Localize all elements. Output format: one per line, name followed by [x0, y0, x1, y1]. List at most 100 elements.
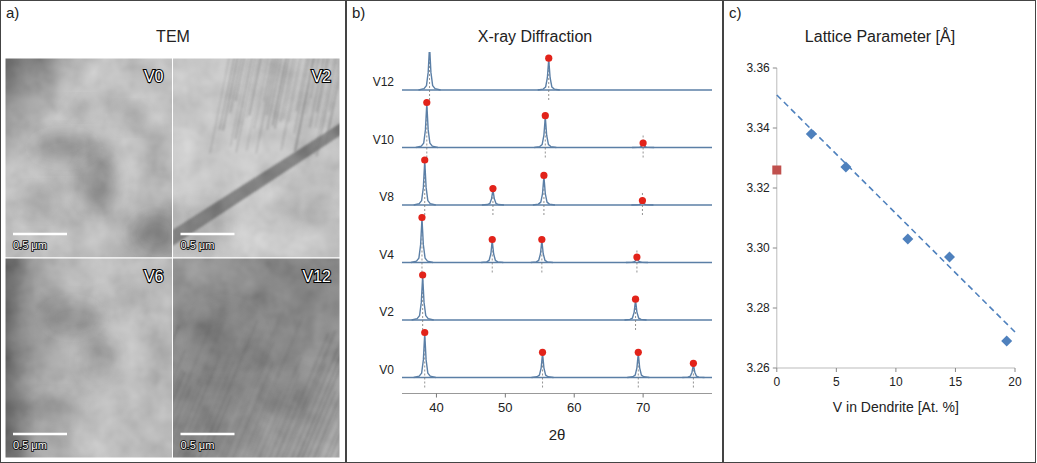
trace-baseline [402, 262, 712, 263]
x-tick [955, 368, 956, 372]
x-tick [574, 394, 575, 398]
y-tick-label: 3.36 [746, 61, 770, 75]
scale-bar-label: 0.5 μm [181, 239, 215, 251]
image-border [173, 258, 341, 458]
diffraction-peak [531, 241, 553, 263]
y-tick [773, 368, 777, 369]
peak-marker [635, 349, 642, 356]
y-tick [773, 248, 777, 249]
x-tick [505, 394, 506, 398]
peak-marker [545, 55, 552, 62]
trace-baseline [402, 204, 712, 205]
data-point [902, 234, 913, 245]
y-tick [773, 308, 777, 309]
panel-frame [347, 1, 723, 463]
plot-area [772, 95, 1015, 347]
diffraction-peak [414, 334, 436, 378]
image-noise [173, 58, 341, 258]
peak-marker [542, 112, 549, 119]
x-tick [776, 368, 777, 372]
scale-bar-label: 0.5 μm [13, 439, 47, 451]
image-label: V0 [144, 68, 164, 85]
y-tick-label: 3.30 [746, 241, 770, 255]
x-tick-label: 70 [636, 400, 650, 415]
y-tick-label: 3.28 [746, 301, 770, 315]
diffraction-peak [416, 104, 438, 148]
x-tick [1015, 368, 1016, 372]
panel-frame [1, 1, 346, 463]
peak-marker [489, 185, 496, 192]
image-border [173, 58, 341, 258]
panel-label: b) [352, 4, 365, 21]
x-tick-label: 10 [889, 375, 903, 389]
peak-marker [540, 172, 547, 179]
x-tick-label: 20 [1008, 375, 1022, 389]
diffraction-peak [625, 300, 647, 320]
data-point [1001, 336, 1012, 347]
peak-marker [639, 197, 646, 204]
x-tick-label: 0 [773, 375, 780, 389]
peak-marker [538, 236, 545, 243]
fit-line [777, 95, 1015, 332]
peak-marker [539, 349, 546, 356]
tem-image [5, 258, 173, 458]
image-noise [5, 58, 173, 258]
y-tick [773, 128, 777, 129]
panel-title: TEM [156, 28, 190, 45]
x-tick-label: 60 [567, 400, 581, 415]
panel-label: c) [729, 4, 742, 21]
panel-label: a) [6, 4, 19, 21]
diffraction-peak [532, 353, 554, 377]
y-tick-label: 3.32 [746, 181, 770, 195]
x-tick-label: 40 [429, 400, 443, 415]
peak-marker [423, 99, 430, 106]
x-axis-title: V in Dendrite [At. %] [833, 399, 959, 415]
trace-label: V8 [379, 190, 394, 204]
image-border [5, 258, 173, 458]
x-tick-label: 15 [949, 375, 963, 389]
trace-label: V2 [379, 305, 394, 319]
panel-frame [724, 1, 1036, 463]
tem-image [173, 58, 341, 258]
trace-label: V0 [379, 363, 394, 377]
diffraction-peak [414, 161, 436, 205]
chart-title: X-ray Diffraction [478, 28, 592, 45]
diffraction-peak [627, 353, 649, 377]
x-tick [836, 368, 837, 372]
trace-label: V10 [373, 133, 395, 147]
image-label: V6 [144, 268, 164, 285]
trace-label: V4 [379, 248, 394, 262]
peak-marker [418, 214, 425, 221]
tem-image [5, 58, 173, 258]
image-label: V12 [303, 268, 332, 285]
peak-marker [489, 236, 496, 243]
diffraction-peak [534, 117, 556, 148]
trace-baseline [402, 319, 712, 320]
y-tick-label: 3.26 [746, 361, 770, 375]
peak-marker [421, 156, 428, 163]
x-tick-label: 50 [498, 400, 512, 415]
scale-bar-label: 0.5 μm [181, 439, 215, 451]
image-ground [5, 58, 173, 258]
trace-baseline [402, 147, 712, 148]
peak-marker [632, 296, 639, 303]
trace-baseline [402, 377, 712, 378]
scale-bar-label: 0.5 μm [13, 239, 47, 251]
x-tick [643, 394, 644, 398]
scale-bar [181, 433, 235, 436]
image-ground [173, 258, 341, 458]
tem-image [173, 258, 341, 458]
peak-marker [640, 139, 647, 146]
diffraction-peak [412, 276, 434, 320]
scale-bar [13, 433, 67, 436]
image-label: V2 [311, 68, 331, 85]
y-tick [773, 68, 777, 69]
x-tick [436, 394, 437, 398]
diffraction-peak [481, 241, 503, 263]
diffraction-peak [411, 219, 433, 263]
figure: a) TEM V0 0.5 μm V2 0.5 μm V6 0.5 μm V12 0.5 μm b)… [0, 0, 1037, 463]
peak-marker [633, 254, 640, 261]
y-tick [773, 188, 777, 189]
x-axis-title: 2θ [549, 426, 566, 443]
x-tick-label: 5 [833, 375, 840, 389]
